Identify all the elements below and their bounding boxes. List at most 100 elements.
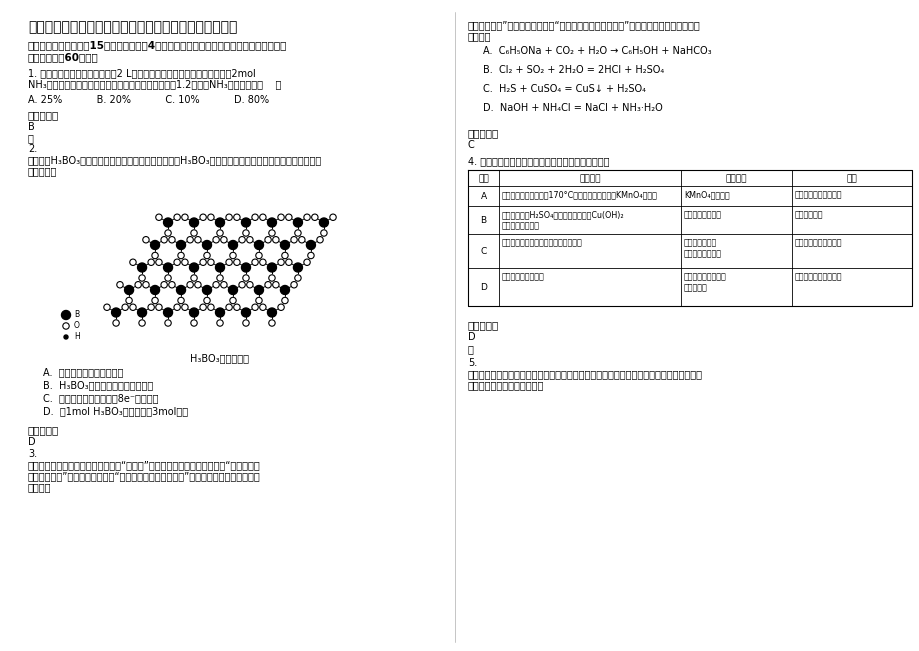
Circle shape — [62, 323, 69, 329]
Circle shape — [252, 304, 258, 311]
Text: B.  Cl₂ + SO₂ + 2H₂O = 2HCl + H₂SO₄: B. Cl₂ + SO₂ + 2H₂O = 2HCl + H₂SO₄ — [482, 65, 664, 75]
Text: 1. 在一定温度下，向一个容积为2 L的密闭容器内（预先加入催化剂）通入2mol: 1. 在一定温度下，向一个容积为2 L的密闭容器内（预先加入催化剂）通入2mol — [28, 68, 255, 78]
Circle shape — [177, 298, 184, 304]
Text: 淠粉发生水解: 淠粉发生水解 — [794, 210, 823, 219]
Text: C: C — [468, 140, 474, 150]
Text: 有砖红色沉淠产生: 有砖红色沉淠产生 — [684, 210, 721, 219]
Circle shape — [199, 214, 206, 221]
Text: 将乙醇与浓硫酸共热至170°C，所得气体通入酸性KMnO₄溶液中: 将乙醇与浓硫酸共热至170°C，所得气体通入酸性KMnO₄溶液中 — [502, 190, 657, 199]
Circle shape — [126, 298, 132, 304]
Circle shape — [272, 236, 278, 243]
Circle shape — [221, 281, 227, 288]
Circle shape — [195, 236, 201, 243]
Circle shape — [259, 304, 266, 311]
Circle shape — [239, 236, 245, 243]
Circle shape — [278, 304, 284, 311]
Circle shape — [265, 236, 271, 243]
Circle shape — [228, 240, 237, 249]
Circle shape — [255, 253, 262, 258]
Circle shape — [278, 259, 284, 266]
Circle shape — [215, 308, 224, 317]
Text: A.  C₆H₅ONa + CO₂ + H₂O → C₆H₅OH + NaHCO₃: A. C₆H₅ONa + CO₂ + H₂O → C₆H₅OH + NaHCO₃ — [482, 46, 711, 56]
Circle shape — [252, 259, 258, 266]
Circle shape — [176, 240, 186, 249]
Circle shape — [226, 214, 232, 221]
Text: 参考答案：: 参考答案： — [28, 110, 59, 120]
Circle shape — [139, 275, 145, 281]
Circle shape — [204, 298, 210, 304]
Circle shape — [285, 259, 291, 266]
Circle shape — [241, 218, 250, 227]
Text: 制较弱电解质”；氧化还原反应中“较强氧化剂制较弱氧化剂”等。下列反应中不符合上述: 制较弱电解质”；氧化还原反应中“较强氧化剂制较弱氧化剂”等。下列反应中不符合上述 — [28, 471, 260, 481]
Circle shape — [189, 263, 199, 272]
Text: 向蔗糖中加入浓硫酸: 向蔗糖中加入浓硫酸 — [502, 272, 544, 281]
Text: 制较弱电解质”；氧化还原反应中“较强氧化剂制较弱氧化剂”等。下列反应中不符合上述: 制较弱电解质”；氧化还原反应中“较强氧化剂制较弱氧化剂”等。下列反应中不符合上述 — [468, 20, 700, 30]
Circle shape — [142, 236, 149, 243]
Circle shape — [243, 230, 249, 236]
Circle shape — [135, 281, 142, 288]
Circle shape — [268, 320, 275, 326]
Text: D: D — [480, 283, 486, 292]
Text: A. 25%           B. 20%           C. 10%           D. 80%: A. 25% B. 20% C. 10% D. 80% — [28, 95, 269, 105]
Text: 编号: 编号 — [478, 174, 488, 183]
Circle shape — [190, 320, 197, 326]
Circle shape — [130, 259, 136, 266]
Text: D: D — [28, 437, 36, 447]
Circle shape — [316, 236, 323, 243]
Circle shape — [267, 218, 277, 227]
Text: NH₃，经过一段时间后，测得容器内的压强为起始时的1.2倍，则NH₃的转化率为（    ）: NH₃，经过一段时间后，测得容器内的压强为起始时的1.2倍，则NH₃的转化率为（… — [28, 79, 281, 89]
Circle shape — [319, 218, 328, 227]
Text: 一、单选题（本大题入15个小题，每小题4分。在每小题给出的四个选项中，只有一项符合: 一、单选题（本大题入15个小题，每小题4分。在每小题给出的四个选项中，只有一项符… — [28, 40, 287, 50]
Circle shape — [202, 240, 211, 249]
Circle shape — [182, 304, 187, 311]
Circle shape — [189, 218, 199, 227]
Circle shape — [111, 308, 120, 317]
Text: 甲苯和渴发生取代反应: 甲苯和渴发生取代反应 — [794, 238, 842, 247]
Circle shape — [228, 286, 237, 294]
Text: 4. 下列实验操作、实验现象及解释与结论都正确的是: 4. 下列实验操作、实验现象及解释与结论都正确的是 — [468, 156, 609, 166]
Text: 向甲苯中滴入适量浓渴水，振荡，静置: 向甲苯中滴入适量浓渴水，振荡，静置 — [502, 238, 583, 247]
Circle shape — [122, 304, 129, 311]
Circle shape — [267, 308, 277, 317]
Text: 溶液上层呈橙红: 溶液上层呈橙红 — [684, 238, 717, 247]
Text: B: B — [480, 216, 486, 225]
Circle shape — [259, 214, 266, 221]
Text: D.  含1mol H₃BO₃的晶体中有3mol氢键: D. 含1mol H₃BO₃的晶体中有3mol氢键 — [43, 406, 187, 416]
Circle shape — [199, 259, 206, 266]
Text: 湖北省襄阳市襄樊烟厂子弟学校高二化学期末试卷含解析: 湖北省襄阳市襄樊烟厂子弟学校高二化学期末试卷含解析 — [28, 20, 237, 34]
Bar — [55, 180, 384, 345]
Circle shape — [152, 253, 158, 258]
Circle shape — [164, 263, 173, 272]
Circle shape — [226, 304, 232, 311]
Circle shape — [161, 281, 167, 288]
Circle shape — [217, 320, 223, 326]
Text: D: D — [468, 332, 475, 342]
Circle shape — [285, 214, 291, 221]
Circle shape — [204, 253, 210, 258]
Circle shape — [246, 281, 253, 288]
Circle shape — [164, 308, 173, 317]
Circle shape — [233, 214, 240, 221]
Circle shape — [208, 214, 214, 221]
Circle shape — [243, 320, 249, 326]
Text: 规律的是: 规律的是 — [468, 31, 491, 41]
Circle shape — [124, 286, 133, 294]
Text: 规律的是: 规律的是 — [28, 482, 51, 492]
Circle shape — [113, 320, 119, 326]
Circle shape — [303, 259, 310, 266]
Circle shape — [202, 286, 211, 294]
Circle shape — [208, 259, 214, 266]
Circle shape — [233, 304, 240, 311]
Circle shape — [226, 259, 232, 266]
Text: 参考答案：: 参考答案： — [468, 320, 499, 330]
Text: C: C — [480, 247, 486, 256]
Circle shape — [278, 214, 284, 221]
Circle shape — [208, 304, 214, 311]
Circle shape — [217, 275, 223, 281]
Circle shape — [189, 308, 199, 317]
Circle shape — [168, 281, 175, 288]
Circle shape — [199, 304, 206, 311]
Text: 法正确的是: 法正确的是 — [28, 166, 57, 176]
Circle shape — [195, 281, 201, 288]
Circle shape — [293, 263, 302, 272]
